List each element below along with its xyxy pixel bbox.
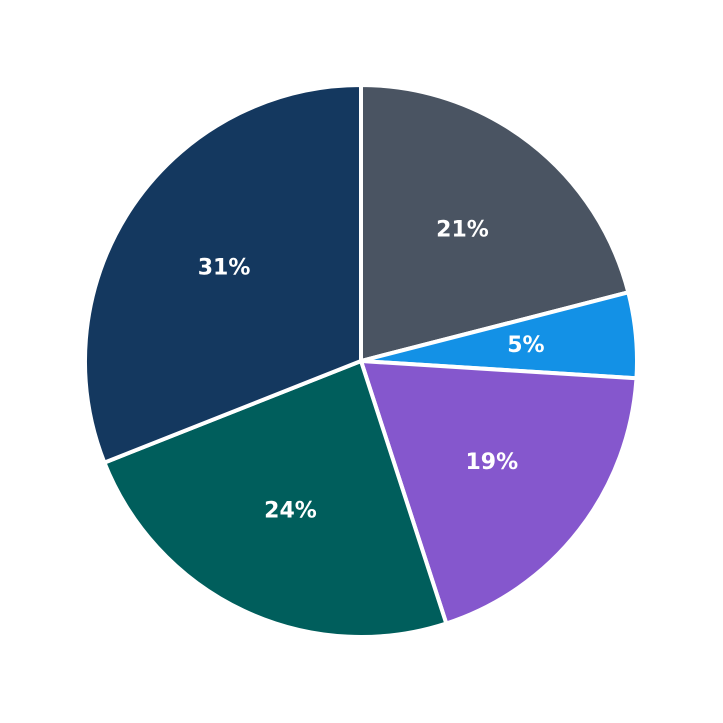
slice-label-1: 5% [507,333,544,358]
slices-layer [83,83,639,639]
pie-slice-0 [359,83,631,363]
labels-layer: 21% 5% 19% 24% 31% [198,218,545,524]
slice-label-3: 24% [264,498,317,523]
slice-label-0: 21% [436,218,489,243]
slice-label-2: 19% [466,450,519,475]
slice-label-4: 31% [198,255,251,280]
pie-slice-2 [359,359,639,626]
pie-slice-4 [83,83,363,465]
